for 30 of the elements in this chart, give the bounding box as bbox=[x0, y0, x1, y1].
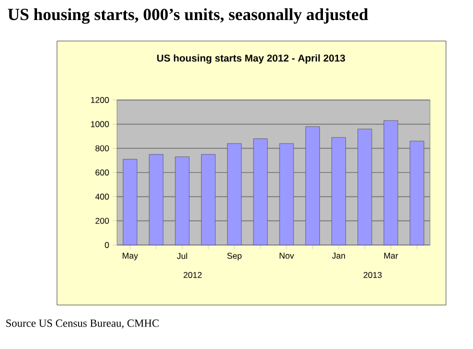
text: 2012 bbox=[184, 272, 202, 278]
bar bbox=[175, 156, 190, 246]
y-tick-label: 1000 bbox=[91, 121, 109, 128]
source-note: Source US Census Bureau, CMHC bbox=[6, 320, 159, 328]
bar bbox=[253, 138, 268, 246]
x-tick-label: Mar bbox=[384, 252, 398, 259]
text: 2013 bbox=[364, 272, 382, 278]
x-tick-label: Nov bbox=[280, 252, 294, 259]
bar bbox=[410, 140, 424, 246]
y-tick-label: 600 bbox=[96, 170, 109, 176]
x-tick-label: Jul bbox=[176, 252, 188, 259]
x-tick-label: Jan bbox=[332, 252, 345, 259]
y-tick-label: 400 bbox=[95, 194, 109, 200]
chart-subtitle: US housing starts May 2012 - April 2013 bbox=[157, 54, 346, 64]
bar bbox=[148, 154, 164, 246]
chart-title: US housing starts, 000’s units, seasonally adjusted bbox=[8, 8, 368, 24]
x-tick-label: May bbox=[122, 252, 138, 260]
bar bbox=[384, 120, 398, 246]
x-tick-label: Sep bbox=[227, 252, 242, 260]
bar bbox=[305, 126, 320, 246]
bar bbox=[122, 159, 138, 246]
y-tick-label: 200 bbox=[96, 218, 109, 224]
bar bbox=[227, 143, 242, 246]
bar bbox=[201, 154, 216, 246]
bar bbox=[279, 143, 294, 246]
y-tick-label: 0 bbox=[104, 242, 109, 248]
y-tick-label: 1200 bbox=[91, 97, 109, 103]
y-tick-label: 800 bbox=[95, 145, 109, 152]
bar bbox=[332, 137, 346, 246]
bar bbox=[358, 128, 372, 246]
